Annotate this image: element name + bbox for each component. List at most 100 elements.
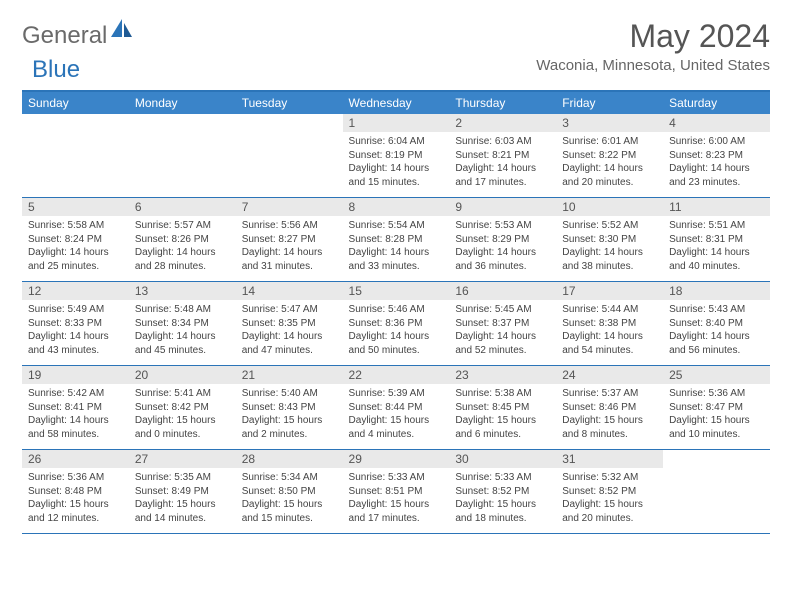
sunset-text: Sunset: 8:33 PM [28,317,123,331]
sunset-text: Sunset: 8:44 PM [349,401,444,415]
sunset-text: Sunset: 8:47 PM [669,401,764,415]
sunrise-text: Sunrise: 5:33 AM [455,471,550,485]
daylight-text: Daylight: 14 hours and 20 minutes. [562,162,657,189]
day-number: 31 [556,450,663,468]
daylight-text: Daylight: 14 hours and 54 minutes. [562,330,657,357]
sunset-text: Sunset: 8:21 PM [455,149,550,163]
daylight-text: Daylight: 15 hours and 14 minutes. [135,498,230,525]
sunrise-text: Sunrise: 5:37 AM [562,387,657,401]
sunset-text: Sunset: 8:40 PM [669,317,764,331]
sunrise-text: Sunrise: 5:51 AM [669,219,764,233]
day-number: 29 [343,450,450,468]
day-details: Sunrise: 5:57 AMSunset: 8:26 PMDaylight:… [129,216,236,281]
daylight-text: Daylight: 15 hours and 15 minutes. [242,498,337,525]
day-number: 2 [449,114,556,132]
calendar-cell [129,114,236,198]
daylight-text: Daylight: 14 hours and 58 minutes. [28,414,123,441]
day-details: Sunrise: 5:37 AMSunset: 8:46 PMDaylight:… [556,384,663,449]
day-details: Sunrise: 5:56 AMSunset: 8:27 PMDaylight:… [236,216,343,281]
sunrise-text: Sunrise: 5:48 AM [135,303,230,317]
calendar-cell [663,450,770,534]
sunrise-text: Sunrise: 5:53 AM [455,219,550,233]
sunrise-text: Sunrise: 5:34 AM [242,471,337,485]
day-details [663,468,770,528]
sunset-text: Sunset: 8:35 PM [242,317,337,331]
day-number: 19 [22,366,129,384]
day-number: 8 [343,198,450,216]
sunrise-text: Sunrise: 5:42 AM [28,387,123,401]
day-details: Sunrise: 6:00 AMSunset: 8:23 PMDaylight:… [663,132,770,197]
day-details: Sunrise: 6:01 AMSunset: 8:22 PMDaylight:… [556,132,663,197]
day-details: Sunrise: 5:41 AMSunset: 8:42 PMDaylight:… [129,384,236,449]
calendar-week: 19Sunrise: 5:42 AMSunset: 8:41 PMDayligh… [22,366,770,450]
calendar-cell: 25Sunrise: 5:36 AMSunset: 8:47 PMDayligh… [663,366,770,450]
sunrise-text: Sunrise: 6:01 AM [562,135,657,149]
day-number: 5 [22,198,129,216]
day-number: 4 [663,114,770,132]
sunrise-text: Sunrise: 5:44 AM [562,303,657,317]
calendar-week: 12Sunrise: 5:49 AMSunset: 8:33 PMDayligh… [22,282,770,366]
sunrise-text: Sunrise: 5:54 AM [349,219,444,233]
sunrise-text: Sunrise: 5:57 AM [135,219,230,233]
day-details: Sunrise: 5:44 AMSunset: 8:38 PMDaylight:… [556,300,663,365]
day-number: 3 [556,114,663,132]
daylight-text: Daylight: 14 hours and 43 minutes. [28,330,123,357]
day-details: Sunrise: 6:04 AMSunset: 8:19 PMDaylight:… [343,132,450,197]
daylight-text: Daylight: 14 hours and 31 minutes. [242,246,337,273]
calendar-cell: 16Sunrise: 5:45 AMSunset: 8:37 PMDayligh… [449,282,556,366]
sunrise-text: Sunrise: 5:35 AM [135,471,230,485]
day-details: Sunrise: 5:48 AMSunset: 8:34 PMDaylight:… [129,300,236,365]
sunrise-text: Sunrise: 5:58 AM [28,219,123,233]
day-number [129,114,236,132]
day-number: 20 [129,366,236,384]
day-header: Tuesday [236,92,343,114]
calendar-body: 1Sunrise: 6:04 AMSunset: 8:19 PMDaylight… [22,114,770,534]
header-right: May 2024 Waconia, Minnesota, United Stat… [536,18,770,74]
day-details: Sunrise: 5:54 AMSunset: 8:28 PMDaylight:… [343,216,450,281]
daylight-text: Daylight: 15 hours and 8 minutes. [562,414,657,441]
day-header: Sunday [22,92,129,114]
calendar-cell [22,114,129,198]
calendar-cell: 14Sunrise: 5:47 AMSunset: 8:35 PMDayligh… [236,282,343,366]
sunset-text: Sunset: 8:24 PM [28,233,123,247]
day-number: 10 [556,198,663,216]
calendar-cell: 24Sunrise: 5:37 AMSunset: 8:46 PMDayligh… [556,366,663,450]
sunrise-text: Sunrise: 5:49 AM [28,303,123,317]
day-header: Friday [556,92,663,114]
calendar-head: SundayMondayTuesdayWednesdayThursdayFrid… [22,92,770,114]
daylight-text: Daylight: 14 hours and 17 minutes. [455,162,550,189]
day-details: Sunrise: 5:51 AMSunset: 8:31 PMDaylight:… [663,216,770,281]
daylight-text: Daylight: 14 hours and 25 minutes. [28,246,123,273]
day-header-row: SundayMondayTuesdayWednesdayThursdayFrid… [22,92,770,114]
calendar-cell: 21Sunrise: 5:40 AMSunset: 8:43 PMDayligh… [236,366,343,450]
day-number: 25 [663,366,770,384]
day-details: Sunrise: 5:33 AMSunset: 8:52 PMDaylight:… [449,468,556,533]
daylight-text: Daylight: 15 hours and 0 minutes. [135,414,230,441]
sunset-text: Sunset: 8:30 PM [562,233,657,247]
calendar-cell: 10Sunrise: 5:52 AMSunset: 8:30 PMDayligh… [556,198,663,282]
day-details: Sunrise: 5:52 AMSunset: 8:30 PMDaylight:… [556,216,663,281]
calendar-cell: 29Sunrise: 5:33 AMSunset: 8:51 PMDayligh… [343,450,450,534]
day-details: Sunrise: 5:33 AMSunset: 8:51 PMDaylight:… [343,468,450,533]
day-number [236,114,343,132]
sunset-text: Sunset: 8:52 PM [455,485,550,499]
calendar-cell: 5 Sunrise: 5:58 AMSunset: 8:24 PMDaylight… [22,198,129,282]
day-details: Sunrise: 5:49 AMSunset: 8:33 PMDaylight:… [22,300,129,365]
day-details: Sunrise: 5:53 AMSunset: 8:29 PMDaylight:… [449,216,556,281]
day-header: Saturday [663,92,770,114]
sunrise-text: Sunrise: 5:52 AM [562,219,657,233]
calendar-cell: 1Sunrise: 6:04 AMSunset: 8:19 PMDaylight… [343,114,450,198]
calendar-cell: 28Sunrise: 5:34 AMSunset: 8:50 PMDayligh… [236,450,343,534]
sunset-text: Sunset: 8:27 PM [242,233,337,247]
day-details: Sunrise: 5:38 AMSunset: 8:45 PMDaylight:… [449,384,556,449]
daylight-text: Daylight: 14 hours and 33 minutes. [349,246,444,273]
day-details [236,132,343,192]
sunset-text: Sunset: 8:31 PM [669,233,764,247]
sunrise-text: Sunrise: 5:33 AM [349,471,444,485]
calendar-week: 5Sunrise: 5:58 AMSunset: 8:24 PMDaylight… [22,198,770,282]
sunrise-text: Sunrise: 5:41 AM [135,387,230,401]
calendar-cell: 6Sunrise: 5:57 AMSunset: 8:26 PMDaylight… [129,198,236,282]
calendar-cell: 3Sunrise: 6:01 AMSunset: 8:22 PMDaylight… [556,114,663,198]
day-number: 7 [236,198,343,216]
day-details: Sunrise: 5:36 AMSunset: 8:48 PMDaylight:… [22,468,129,533]
